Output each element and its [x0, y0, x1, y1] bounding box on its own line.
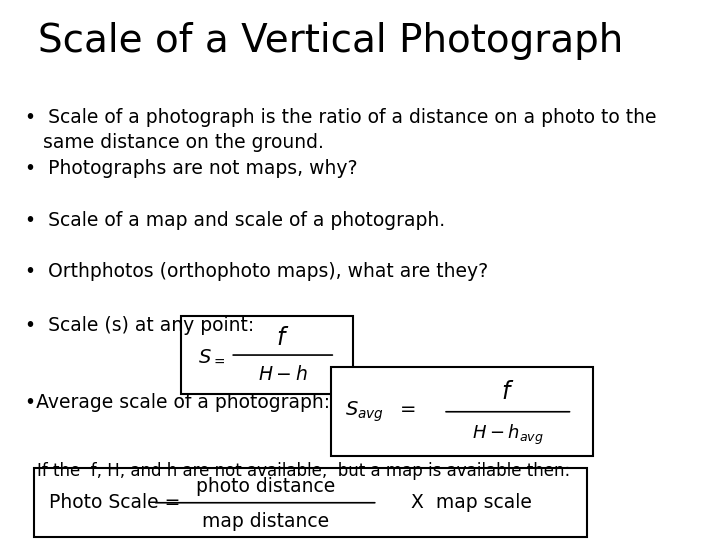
Text: $f$: $f$	[276, 326, 289, 350]
Text: •  Photographs are not maps, why?: • Photographs are not maps, why?	[25, 159, 357, 178]
Text: •  Scale of a map and scale of a photograph.: • Scale of a map and scale of a photogra…	[25, 211, 445, 229]
Text: •  Scale of a photograph is the ratio of a distance on a photo to the
   same di: • Scale of a photograph is the ratio of …	[25, 108, 657, 152]
Text: $f$: $f$	[501, 381, 514, 404]
Text: Photo Scale =: Photo Scale =	[49, 493, 180, 512]
Text: •  Scale (s) at any point:: • Scale (s) at any point:	[25, 316, 254, 335]
FancyBboxPatch shape	[330, 367, 593, 456]
Text: $H - h_{avg}$: $H - h_{avg}$	[472, 423, 544, 447]
Text: $H - h$: $H - h$	[258, 364, 307, 383]
Text: •Average scale of a photograph:: •Average scale of a photograph:	[25, 393, 330, 412]
FancyBboxPatch shape	[181, 316, 353, 394]
Text: $S_{avg}$  $=$: $S_{avg}$ $=$	[345, 400, 415, 424]
Text: Scale of a Vertical Photograph: Scale of a Vertical Photograph	[38, 22, 624, 59]
Text: X  map scale: X map scale	[410, 493, 531, 512]
FancyBboxPatch shape	[35, 468, 587, 537]
Text: •  Orthphotos (orthophoto maps), what are they?: • Orthphotos (orthophoto maps), what are…	[25, 262, 488, 281]
Text: If the  f, H, and h are not available,  but a map is available then:: If the f, H, and h are not available, bu…	[37, 462, 571, 480]
Text: map distance: map distance	[202, 512, 329, 531]
Text: $S_{=}$: $S_{=}$	[198, 346, 225, 365]
Text: photo distance: photo distance	[196, 477, 335, 496]
